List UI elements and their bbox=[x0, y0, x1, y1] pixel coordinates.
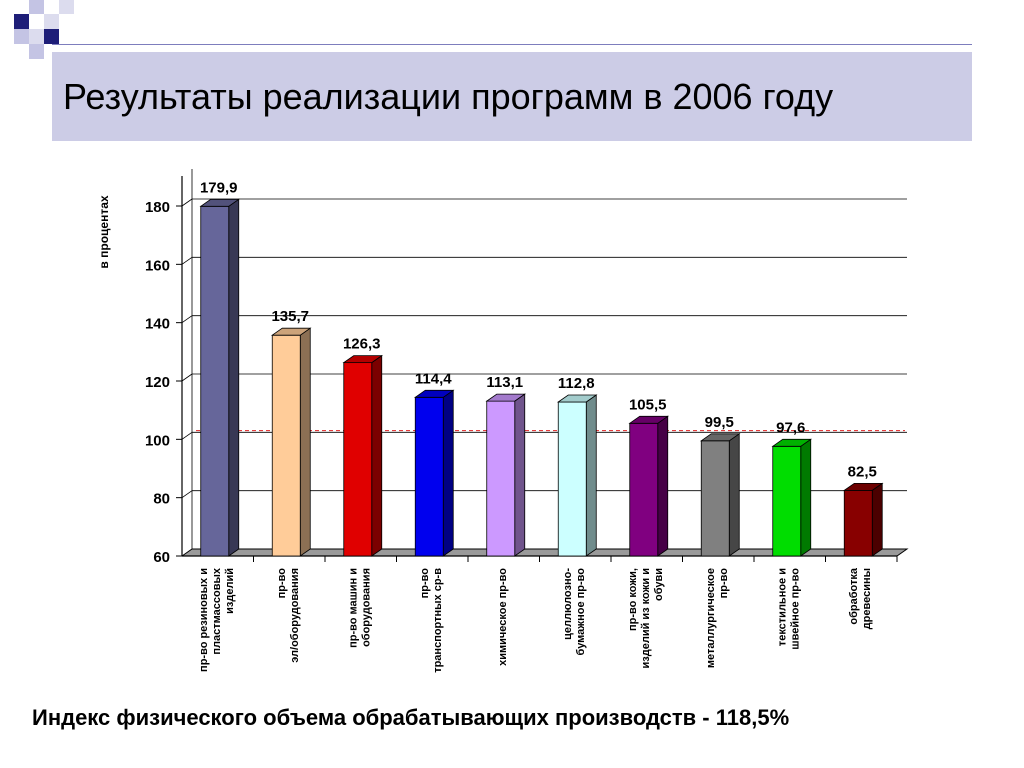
y-tick-label: 180 bbox=[145, 199, 170, 216]
bar-side bbox=[728, 433, 740, 557]
y-tick-label: 140 bbox=[145, 316, 170, 333]
data-label: 105,5 bbox=[629, 396, 667, 413]
gridline bbox=[181, 198, 193, 207]
bar bbox=[700, 440, 730, 557]
x-tick-label: текстильное ишвейное пр-во bbox=[776, 568, 801, 650]
x-tick-label: пр-во машин иоборудования bbox=[347, 568, 372, 648]
data-label: 126,3 bbox=[343, 336, 381, 353]
bar-top bbox=[485, 393, 527, 402]
x-tick-label-line: химическое пр-во bbox=[497, 568, 509, 666]
bar bbox=[486, 400, 516, 557]
x-tick-label: химическое пр-во bbox=[497, 568, 509, 666]
title-band bbox=[52, 52, 972, 141]
x-tick-label: металлургическоепр-во bbox=[705, 568, 730, 668]
bar-top bbox=[413, 389, 455, 398]
bar-chart: 60 80 100 120 140 160 180 в процентах 179,9 пр-во… bbox=[97, 169, 909, 673]
bar bbox=[200, 205, 230, 557]
y-tick-label: 100 bbox=[145, 432, 170, 449]
header-rule bbox=[52, 44, 972, 45]
bar-top bbox=[556, 394, 598, 403]
bar-top bbox=[199, 198, 241, 207]
corner-decoration-square bbox=[14, 29, 29, 44]
bar-side bbox=[299, 327, 311, 557]
bar-side bbox=[871, 482, 883, 557]
x-tick-label: пр-во резиновых ипластмассовыхизделий bbox=[198, 567, 236, 672]
corner-decoration-square bbox=[29, 29, 44, 44]
bar-side bbox=[514, 393, 526, 557]
slide-title: Результаты реализации программ в 2006 го… bbox=[63, 76, 834, 117]
x-tick-label-line: оборудования bbox=[360, 568, 372, 647]
x-tick-label-line: эл/оборудования bbox=[289, 568, 301, 663]
x-tick-label-line: изделий bbox=[224, 568, 236, 614]
data-label: 97,6 bbox=[776, 419, 805, 436]
x-tick-label-line: целлюлозно- bbox=[562, 568, 574, 640]
bar-top bbox=[842, 482, 884, 491]
x-tick-label-line: древесины bbox=[861, 568, 873, 629]
y-tick-label: 60 bbox=[153, 549, 170, 566]
x-tick-label-line: пр-во кожи, bbox=[627, 568, 639, 631]
bar-top bbox=[771, 438, 813, 447]
bar bbox=[843, 489, 873, 557]
bar-top bbox=[270, 327, 312, 336]
bar-side bbox=[228, 198, 240, 557]
data-label: 114,4 bbox=[415, 370, 452, 387]
x-tick-label-line: изделий из кожи и bbox=[640, 568, 652, 669]
bar bbox=[343, 362, 373, 557]
bar-side bbox=[585, 394, 597, 557]
data-label: 99,5 bbox=[705, 414, 734, 431]
data-label: 113,1 bbox=[486, 374, 523, 391]
bar-side bbox=[442, 389, 454, 557]
x-tick-label-line: транспортных ср-в bbox=[432, 568, 444, 673]
bar bbox=[772, 445, 802, 557]
bar bbox=[271, 334, 301, 557]
bar bbox=[629, 422, 659, 557]
data-label: 112,8 bbox=[558, 375, 595, 392]
gridline bbox=[181, 373, 193, 382]
bar bbox=[414, 396, 444, 557]
y-tick-label: 120 bbox=[145, 374, 170, 391]
footer-summary: Индекс физического объема обрабатывающих… bbox=[32, 705, 790, 730]
x-tick-label-line: текстильное и bbox=[776, 568, 788, 646]
corner-decoration-square bbox=[29, 44, 44, 59]
data-label: 135,7 bbox=[271, 308, 309, 325]
y-axis-label: в процентах bbox=[97, 195, 111, 268]
x-tick-label: пр-воэл/оборудования bbox=[276, 568, 301, 663]
y-tick-label: 80 bbox=[153, 491, 170, 508]
bar-side bbox=[657, 415, 669, 557]
corner-decoration-square bbox=[59, 0, 74, 14]
gridline bbox=[181, 315, 193, 323]
x-tick-label-line: обуви bbox=[653, 568, 665, 601]
corner-decoration-square bbox=[44, 29, 59, 44]
x-tick-label-line: металлургическое bbox=[705, 568, 717, 668]
corner-decoration-square bbox=[44, 14, 59, 29]
x-tick-label: пр-во кожи,изделий из кожи иобуви bbox=[627, 568, 665, 669]
x-tick-label-line: пр-во резиновых и bbox=[198, 568, 210, 672]
x-tick-label-line: швейное пр-во bbox=[789, 568, 801, 650]
corner-decoration-square bbox=[29, 0, 44, 14]
bar-top bbox=[699, 433, 741, 442]
gridline bbox=[181, 490, 193, 498]
gridline bbox=[181, 257, 193, 265]
corner-decoration-square bbox=[14, 14, 29, 29]
x-tick-label-line: пластмассовых bbox=[211, 567, 223, 654]
data-label: 179,9 bbox=[200, 179, 238, 196]
x-tick-label-line: пр-во bbox=[718, 568, 730, 599]
x-tick-label-line: пр-во машин и bbox=[347, 568, 359, 648]
x-tick-label-line: обработка bbox=[848, 567, 860, 624]
x-tick-label-line: бумажное пр-во bbox=[575, 568, 587, 656]
x-tick-label-line: пр-во bbox=[276, 568, 288, 599]
x-tick-label-line: пр-во bbox=[419, 568, 431, 599]
bar-top bbox=[628, 415, 670, 424]
gridline bbox=[181, 432, 193, 440]
x-tick-label: пр-вотранспортных ср-в bbox=[419, 568, 444, 673]
x-tick-label: обработкадревесины bbox=[848, 567, 873, 629]
y-tick-label: 160 bbox=[145, 257, 170, 274]
data-label: 82,5 bbox=[848, 463, 877, 480]
bar-side bbox=[371, 354, 383, 557]
bar-top bbox=[342, 355, 384, 364]
x-tick-label: целлюлозно-бумажное пр-во bbox=[562, 568, 587, 656]
bar bbox=[557, 401, 587, 557]
bar-side bbox=[800, 438, 812, 557]
